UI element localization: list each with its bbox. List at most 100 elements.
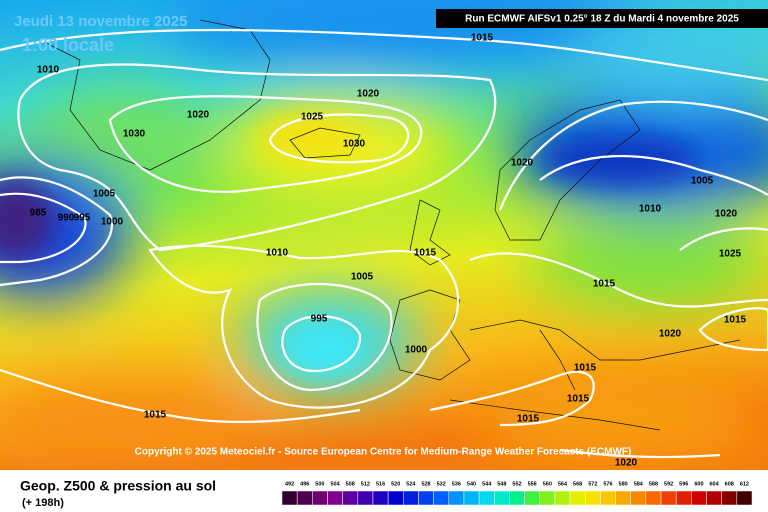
scale-label: 500 bbox=[315, 481, 324, 487]
scale-label: 596 bbox=[679, 481, 688, 487]
isobar-label: 1030 bbox=[343, 139, 366, 150]
scale-swatch bbox=[403, 490, 419, 506]
scale-label: 496 bbox=[300, 481, 309, 487]
scale-swatch bbox=[478, 490, 495, 506]
isobar-label: 1005 bbox=[691, 176, 714, 187]
isobar-label: 1025 bbox=[301, 112, 324, 123]
scale-label: 612 bbox=[740, 481, 749, 487]
isobar-label: 1020 bbox=[187, 110, 210, 121]
scale-label: 572 bbox=[588, 481, 597, 487]
scale-label: 604 bbox=[710, 481, 720, 487]
isobar-label: 1020 bbox=[357, 89, 380, 100]
scale-swatch bbox=[600, 490, 616, 506]
scale-label: 540 bbox=[467, 481, 476, 487]
scale-swatch bbox=[312, 490, 328, 506]
isobar-label: 1010 bbox=[639, 204, 662, 215]
scale-swatch bbox=[554, 490, 571, 506]
scale-label: 568 bbox=[573, 481, 582, 487]
isobar-label: 1020 bbox=[511, 158, 534, 169]
isobar-label: 1020 bbox=[715, 209, 738, 220]
isobar-labels: 1015 1010 1020 1020 1025 1030 1030 1020 1005 1005… bbox=[30, 33, 747, 469]
run-box bbox=[436, 9, 768, 28]
scale-label: 536 bbox=[452, 481, 461, 487]
scale-label: 524 bbox=[406, 481, 416, 487]
scale-label: 508 bbox=[346, 481, 355, 487]
lead-time: (+ 198h) bbox=[22, 497, 64, 509]
scale-swatch bbox=[448, 490, 465, 506]
isobar-label: 1010 bbox=[266, 248, 289, 259]
scale-swatch bbox=[494, 490, 510, 506]
scale-label: 544 bbox=[482, 481, 492, 487]
isobar-label: 1015 bbox=[574, 363, 597, 374]
isobar-label: 995 bbox=[311, 314, 328, 325]
isobar-label: 1000 bbox=[101, 217, 124, 228]
scale-label: 560 bbox=[543, 481, 552, 487]
copyright: Copyright © 2025 Meteociel.fr - Source E… bbox=[135, 447, 632, 458]
isobar-label: 1030 bbox=[123, 129, 146, 140]
scale-swatch bbox=[509, 490, 525, 506]
isobar-label: 1015 bbox=[517, 414, 540, 425]
scale-swatch bbox=[721, 490, 738, 506]
scale-label: 608 bbox=[725, 481, 734, 487]
isobar-label: 1020 bbox=[615, 458, 638, 469]
color-scale: 492 496 500 504 508 512 516 520 524 528 532 536 540 5… bbox=[281, 481, 753, 506]
scale-swatch bbox=[387, 490, 404, 506]
scale-swatch bbox=[296, 490, 313, 506]
scale-swatch bbox=[691, 490, 707, 506]
scale-swatch bbox=[463, 490, 480, 506]
scale-label: 592 bbox=[664, 481, 673, 487]
scale-swatch bbox=[584, 490, 601, 506]
isobar-label: 1015 bbox=[724, 315, 747, 326]
isobar-label: 1010 bbox=[37, 65, 60, 76]
scale-swatch bbox=[569, 490, 586, 506]
legend-title: Geop. Z500 & pression au sol bbox=[20, 478, 216, 494]
scale-label: 520 bbox=[391, 481, 400, 487]
scale-swatch bbox=[433, 490, 450, 506]
scale-label: 492 bbox=[285, 481, 294, 487]
scale-label: 588 bbox=[649, 481, 658, 487]
isobars bbox=[0, 28, 768, 459]
scale-swatch bbox=[372, 490, 389, 506]
scale-label: 600 bbox=[694, 481, 703, 487]
forecast-date: Jeudi 13 novembre 2025 bbox=[14, 13, 187, 30]
scale-label: 576 bbox=[603, 481, 612, 487]
isobar-label: 1025 bbox=[719, 249, 742, 260]
scale-swatch bbox=[660, 490, 677, 506]
coastlines bbox=[39, 19, 741, 431]
isobar-label: 985 bbox=[30, 208, 47, 219]
isobar-label: 990 bbox=[58, 213, 75, 224]
isobar-label: 1020 bbox=[659, 329, 682, 340]
isobar-label: 1000 bbox=[405, 345, 428, 356]
isobar-label: 1015 bbox=[414, 248, 437, 259]
scale-label: 556 bbox=[528, 481, 537, 487]
isobar-label: 995 bbox=[74, 213, 91, 224]
scale-swatch bbox=[736, 490, 753, 506]
scale-swatch bbox=[675, 490, 692, 506]
scale-swatch bbox=[706, 490, 722, 506]
scale-label: 516 bbox=[376, 481, 385, 487]
scale-label: 532 bbox=[437, 481, 446, 487]
scale-swatch bbox=[615, 490, 631, 506]
isobar-label: 1005 bbox=[93, 189, 116, 200]
scale-swatch bbox=[327, 490, 343, 506]
field bbox=[0, 0, 768, 470]
isobar-label: 1015 bbox=[593, 279, 616, 290]
scale-swatch bbox=[630, 490, 647, 506]
scale-label: 552 bbox=[512, 481, 521, 487]
scale-swatch bbox=[342, 490, 359, 506]
scale-swatch bbox=[539, 490, 556, 506]
scale-label: 580 bbox=[619, 481, 628, 487]
run-info: Run ECMWF AIFSv1 0.25° 18 Z du Mardi 4 n… bbox=[465, 14, 739, 25]
scale-label: 528 bbox=[421, 481, 430, 487]
scale-label: 504 bbox=[330, 481, 340, 487]
scale-label: 564 bbox=[558, 481, 568, 487]
scale-swatch bbox=[524, 490, 540, 506]
isobar-label: 1015 bbox=[144, 410, 167, 421]
scale-swatch bbox=[418, 490, 434, 506]
scale-label: 512 bbox=[361, 481, 370, 487]
isobar-label: 1015 bbox=[471, 33, 494, 44]
scale-swatch bbox=[357, 490, 374, 506]
forecast-time: 1:00 locale bbox=[22, 35, 114, 55]
scale-label: 584 bbox=[634, 481, 644, 487]
